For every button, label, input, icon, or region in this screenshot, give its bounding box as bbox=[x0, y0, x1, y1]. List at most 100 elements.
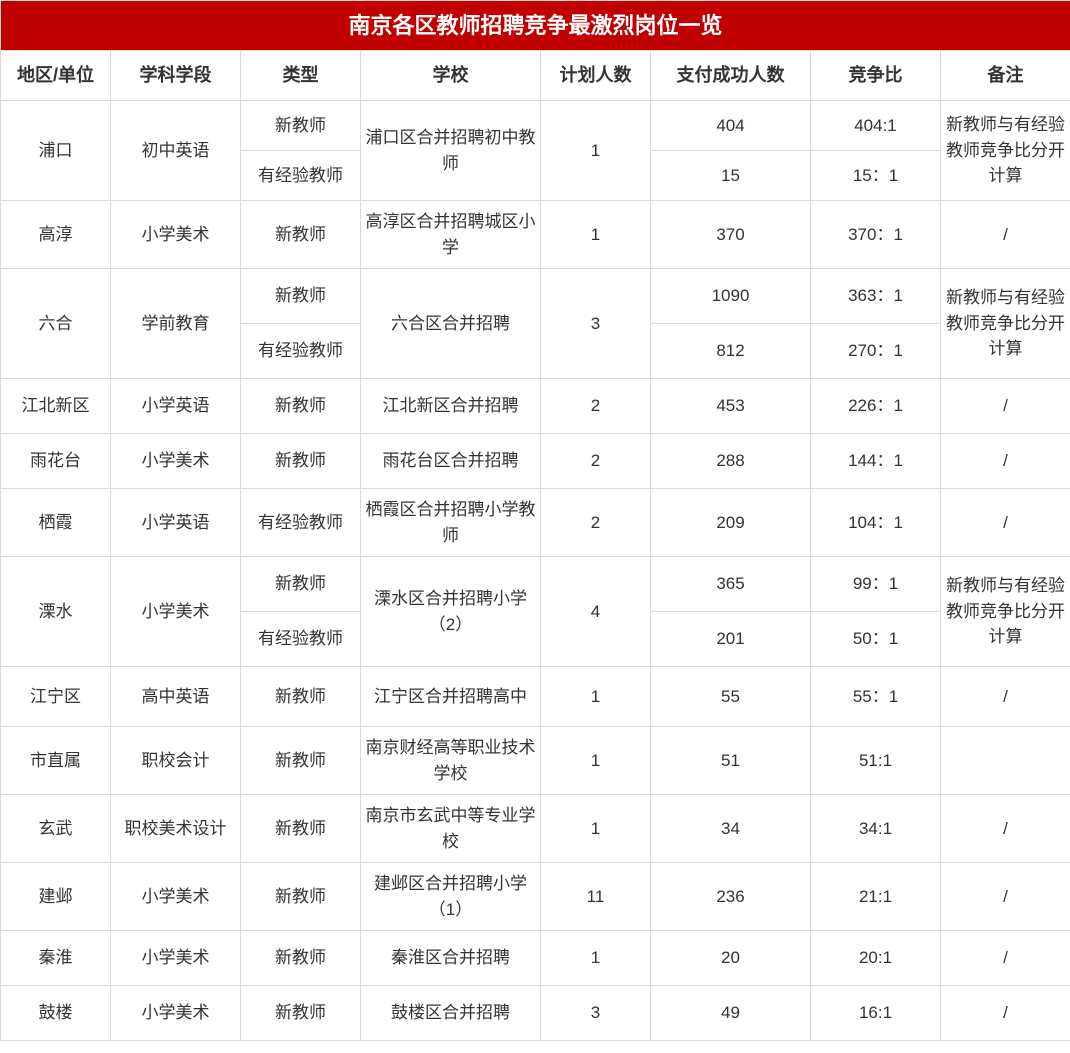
cell-type: 新教师 bbox=[241, 795, 361, 863]
table-row: 鼓楼 小学美术 新教师 鼓楼区合并招聘 3 49 16:1 / bbox=[1, 986, 1070, 1041]
cell-region: 建邺 bbox=[1, 863, 111, 931]
cell-plan: 1 bbox=[541, 667, 651, 727]
cell-paid: 51 bbox=[651, 727, 811, 795]
cell-ratio: 34:1 bbox=[811, 795, 941, 863]
cell-subject: 小学美术 bbox=[111, 931, 241, 986]
cell-subject: 小学美术 bbox=[111, 201, 241, 269]
cell-ratio: 370：1 bbox=[811, 201, 941, 269]
cell-school: 南京财经高等职业技术学校 bbox=[361, 727, 541, 795]
cell-ratio: 363：1 bbox=[811, 269, 941, 324]
cell-region: 雨花台 bbox=[1, 434, 111, 489]
col-subject: 学科学段 bbox=[111, 51, 241, 101]
cell-note: / bbox=[941, 489, 1070, 557]
cell-region: 鼓楼 bbox=[1, 986, 111, 1041]
cell-paid: 288 bbox=[651, 434, 811, 489]
cell-subject: 初中英语 bbox=[111, 101, 241, 201]
cell-paid: 34 bbox=[651, 795, 811, 863]
cell-type: 新教师 bbox=[241, 379, 361, 434]
col-note: 备注 bbox=[941, 51, 1070, 101]
cell-type: 有经验教师 bbox=[241, 612, 361, 667]
cell-type: 新教师 bbox=[241, 557, 361, 612]
cell-note: / bbox=[941, 434, 1070, 489]
cell-school: 南京市玄武中等专业学校 bbox=[361, 795, 541, 863]
cell-plan: 1 bbox=[541, 727, 651, 795]
cell-note: 新教师与有经验教师竞争比分开计算 bbox=[941, 557, 1070, 667]
table-row: 玄武 职校美术设计 新教师 南京市玄武中等专业学校 1 34 34:1 / bbox=[1, 795, 1070, 863]
cell-ratio: 99：1 bbox=[811, 557, 941, 612]
cell-ratio: 16:1 bbox=[811, 986, 941, 1041]
table-row: 江北新区 小学英语 新教师 江北新区合并招聘 2 453 226：1 / bbox=[1, 379, 1070, 434]
cell-type: 新教师 bbox=[241, 986, 361, 1041]
cell-region: 栖霞 bbox=[1, 489, 111, 557]
cell-subject: 高中英语 bbox=[111, 667, 241, 727]
cell-paid: 20 bbox=[651, 931, 811, 986]
cell-plan: 2 bbox=[541, 434, 651, 489]
cell-type: 有经验教师 bbox=[241, 324, 361, 379]
table-row: 高淳 小学美术 新教师 高淳区合并招聘城区小学 1 370 370：1 / bbox=[1, 201, 1070, 269]
col-plan: 计划人数 bbox=[541, 51, 651, 101]
cell-region: 江北新区 bbox=[1, 379, 111, 434]
cell-paid: 15 bbox=[651, 151, 811, 201]
cell-note: / bbox=[941, 931, 1070, 986]
cell-type: 新教师 bbox=[241, 434, 361, 489]
table-container: 南京各区教师招聘竞争最激烈岗位一览 地区/单位 学科学段 类型 学校 计划人数 … bbox=[0, 0, 1070, 1041]
cell-plan: 2 bbox=[541, 379, 651, 434]
cell-ratio: 404:1 bbox=[811, 101, 941, 151]
cell-school: 溧水区合并招聘小学（2） bbox=[361, 557, 541, 667]
cell-plan: 1 bbox=[541, 931, 651, 986]
cell-subject: 小学美术 bbox=[111, 557, 241, 667]
cell-paid: 453 bbox=[651, 379, 811, 434]
cell-subject: 小学美术 bbox=[111, 863, 241, 931]
cell-note: / bbox=[941, 986, 1070, 1041]
table-row: 栖霞 小学英语 有经验教师 栖霞区合并招聘小学教师 2 209 104：1 / bbox=[1, 489, 1070, 557]
cell-paid: 55 bbox=[651, 667, 811, 727]
cell-plan: 3 bbox=[541, 269, 651, 379]
cell-note: / bbox=[941, 379, 1070, 434]
cell-plan: 2 bbox=[541, 489, 651, 557]
cell-region: 秦淮 bbox=[1, 931, 111, 986]
cell-type: 新教师 bbox=[241, 727, 361, 795]
cell-paid: 209 bbox=[651, 489, 811, 557]
cell-region: 江宁区 bbox=[1, 667, 111, 727]
cell-type: 有经验教师 bbox=[241, 489, 361, 557]
cell-type: 新教师 bbox=[241, 863, 361, 931]
cell-ratio: 226：1 bbox=[811, 379, 941, 434]
cell-plan: 1 bbox=[541, 795, 651, 863]
cell-paid: 49 bbox=[651, 986, 811, 1041]
cell-school: 浦口区合并招聘初中教师 bbox=[361, 101, 541, 201]
table-row: 市直属 职校会计 新教师 南京财经高等职业技术学校 1 51 51:1 bbox=[1, 727, 1070, 795]
table-row: 溧水 小学美术 新教师 溧水区合并招聘小学（2） 4 365 99：1 新教师与… bbox=[1, 557, 1070, 612]
cell-school: 高淳区合并招聘城区小学 bbox=[361, 201, 541, 269]
cell-ratio: 15：1 bbox=[811, 151, 941, 201]
header-row: 地区/单位 学科学段 类型 学校 计划人数 支付成功人数 竞争比 备注 bbox=[1, 51, 1070, 101]
cell-ratio: 20:1 bbox=[811, 931, 941, 986]
cell-school: 秦淮区合并招聘 bbox=[361, 931, 541, 986]
cell-type: 新教师 bbox=[241, 667, 361, 727]
col-region: 地区/单位 bbox=[1, 51, 111, 101]
cell-region: 溧水 bbox=[1, 557, 111, 667]
cell-paid: 812 bbox=[651, 324, 811, 379]
cell-subject: 学前教育 bbox=[111, 269, 241, 379]
cell-type: 新教师 bbox=[241, 201, 361, 269]
cell-plan: 1 bbox=[541, 101, 651, 201]
table-row: 六合 学前教育 新教师 六合区合并招聘 3 1090 363：1 新教师与有经验… bbox=[1, 269, 1070, 324]
table-row: 浦口 初中英语 新教师 浦口区合并招聘初中教师 1 404 404:1 新教师与… bbox=[1, 101, 1070, 151]
cell-plan: 3 bbox=[541, 986, 651, 1041]
cell-school: 建邺区合并招聘小学（1） bbox=[361, 863, 541, 931]
cell-paid: 370 bbox=[651, 201, 811, 269]
cell-school: 江宁区合并招聘高中 bbox=[361, 667, 541, 727]
cell-subject: 小学英语 bbox=[111, 489, 241, 557]
col-type: 类型 bbox=[241, 51, 361, 101]
cell-note: 新教师与有经验教师竞争比分开计算 bbox=[941, 269, 1070, 379]
cell-ratio: 21:1 bbox=[811, 863, 941, 931]
cell-region: 市直属 bbox=[1, 727, 111, 795]
cell-ratio: 144：1 bbox=[811, 434, 941, 489]
competition-table: 南京各区教师招聘竞争最激烈岗位一览 地区/单位 学科学段 类型 学校 计划人数 … bbox=[0, 0, 1070, 1041]
cell-subject: 小学美术 bbox=[111, 434, 241, 489]
cell-paid: 404 bbox=[651, 101, 811, 151]
cell-region: 浦口 bbox=[1, 101, 111, 201]
cell-type: 新教师 bbox=[241, 269, 361, 324]
cell-school: 雨花台区合并招聘 bbox=[361, 434, 541, 489]
cell-ratio: 55：1 bbox=[811, 667, 941, 727]
table-row: 秦淮 小学美术 新教师 秦淮区合并招聘 1 20 20:1 / bbox=[1, 931, 1070, 986]
